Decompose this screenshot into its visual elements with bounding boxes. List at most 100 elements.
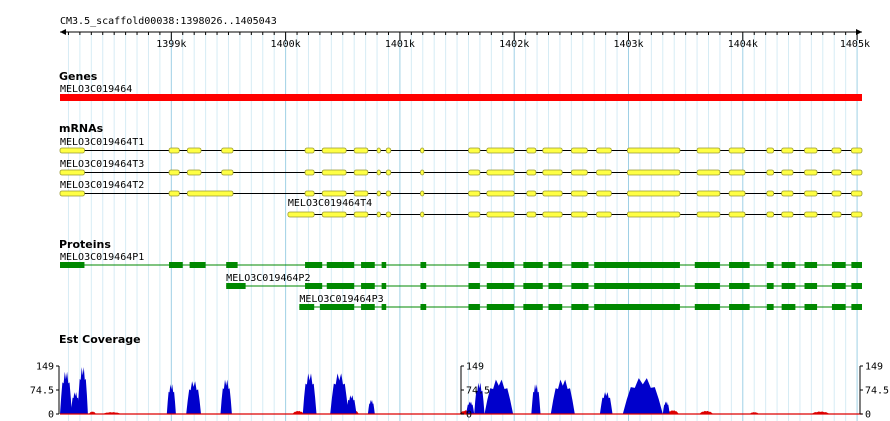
exon-block [304,190,315,197]
exon-block [221,169,234,176]
exon-block [831,147,842,154]
exon-block [486,147,515,154]
coverage-y-label: 149 [36,362,54,373]
protein-block [326,283,355,289]
coordinate-ruler[interactable]: CM3.5_scaffold00038:1398026..1405043 139… [60,16,870,50]
ruler-tick-label: 1403k [613,39,643,50]
exon-block [728,211,746,218]
exon-block [376,211,381,218]
coverage-plus-area [474,382,485,414]
exon-block [781,211,794,218]
gene-label: MELO3C019464 [60,84,132,95]
genes-track: Genes MELO3C019464 [59,70,862,101]
mrna-feature[interactable] [287,211,863,218]
protein-block [326,262,355,268]
protein-block [571,283,589,289]
protein-block [305,283,323,289]
protein-block [420,304,427,310]
gene-feature[interactable] [60,94,862,101]
coverage-plus-area [599,392,613,414]
protein-block [226,283,246,289]
exon-block [353,190,369,197]
exon-block [766,147,775,154]
coverage-plus-area [662,401,670,414]
protein-block [361,304,375,310]
exon-block [59,169,85,176]
coverage-y-label: 74.5 [30,386,54,397]
coverage-y-axis: 149 74.5 0 [859,362,889,421]
coverage-plus-area [70,392,80,414]
protein-block [420,283,427,289]
exon-block [804,190,818,197]
coverage-minus-area [811,411,830,414]
protein-block [548,262,563,268]
protein-block [299,304,315,310]
coverage-plus-area [60,371,72,414]
protein-block [523,283,543,289]
exon-block [486,190,515,197]
protein-block [694,262,720,268]
exon-block [831,190,842,197]
exon-block [596,147,612,154]
protein-block [781,283,796,289]
exon-block [596,211,612,218]
ruler-tick-label: 1399k [156,39,186,50]
exon-block [221,147,234,154]
mrnas-track-title: mRNAs [59,122,104,135]
protein-block [594,262,680,268]
mrna-feature[interactable] [59,147,863,154]
protein-block [420,262,427,268]
protein-feature[interactable] [60,262,862,268]
ruler-left-arrow-icon [60,29,66,35]
protein-block [361,283,375,289]
exon-block [570,211,588,218]
protein-block [468,262,480,268]
protein-block [804,304,818,310]
protein-block [594,304,680,310]
ruler-ticks: 1399k 1400k 1401k 1402k 1403k 1404k 1405k [67,32,870,50]
exon-block [570,190,588,197]
ruler-tick-label: 1405k [840,39,870,50]
exon-block [168,147,180,154]
exon-block [728,147,746,154]
exon-block [542,147,563,154]
est-coverage-track: Est Coverage 149 74.5 0 149 74.5 0 149 74.5 0 [30,333,889,421]
exon-block [781,147,794,154]
protein-block [571,262,589,268]
ruler-tick-label: 1401k [385,39,415,50]
exon-block [831,169,842,176]
exon-block [728,190,746,197]
mrna-label: MELO3C019464T2 [60,180,144,191]
exon-block [186,169,202,176]
exon-block [468,211,481,218]
exon-block [526,169,537,176]
coverage-y-label: 0 [466,410,472,421]
protein-block [781,304,796,310]
mrna-feature[interactable] [59,169,863,176]
exon-block [353,169,369,176]
protein-block [548,304,563,310]
exon-block [385,147,392,154]
exon-block [304,169,315,176]
coverage-plus-area [302,373,317,414]
protein-label: MELO3C019464P3 [299,294,383,305]
coverage-y-label: 0 [48,410,54,421]
coverage-y-label: 149 [466,362,484,373]
exon-block [59,147,85,154]
protein-block [381,304,387,310]
exon-block [728,169,746,176]
coverage-plus-area [622,378,663,414]
exon-block [420,169,425,176]
protein-feature[interactable] [226,283,862,289]
protein-block [851,283,862,289]
exon-block [596,190,612,197]
protein-block [548,283,563,289]
exon-block [526,147,537,154]
genes-track-title: Genes [59,70,98,83]
protein-feature[interactable] [299,304,862,310]
exon-block [321,147,347,154]
mrna-feature[interactable] [59,190,863,197]
exon-block [781,169,794,176]
ruler-tick-label: 1400k [271,39,301,50]
